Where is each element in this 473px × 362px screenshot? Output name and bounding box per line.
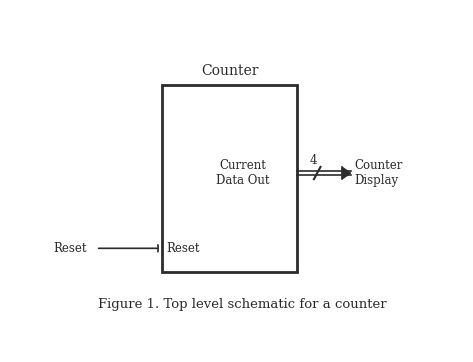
Text: Counter
Display: Counter Display [354, 159, 403, 187]
Bar [162, 85, 298, 272]
Text: Reset: Reset [53, 242, 87, 255]
Polygon shape [342, 168, 350, 178]
Text: Current
Data Out: Current Data Out [216, 159, 269, 187]
Text: 4: 4 [309, 153, 317, 167]
Text: Reset: Reset [166, 242, 200, 255]
Text: Figure 1. Top level schematic for a counter: Figure 1. Top level schematic for a coun… [98, 298, 387, 311]
Text: Counter: Counter [201, 64, 258, 78]
